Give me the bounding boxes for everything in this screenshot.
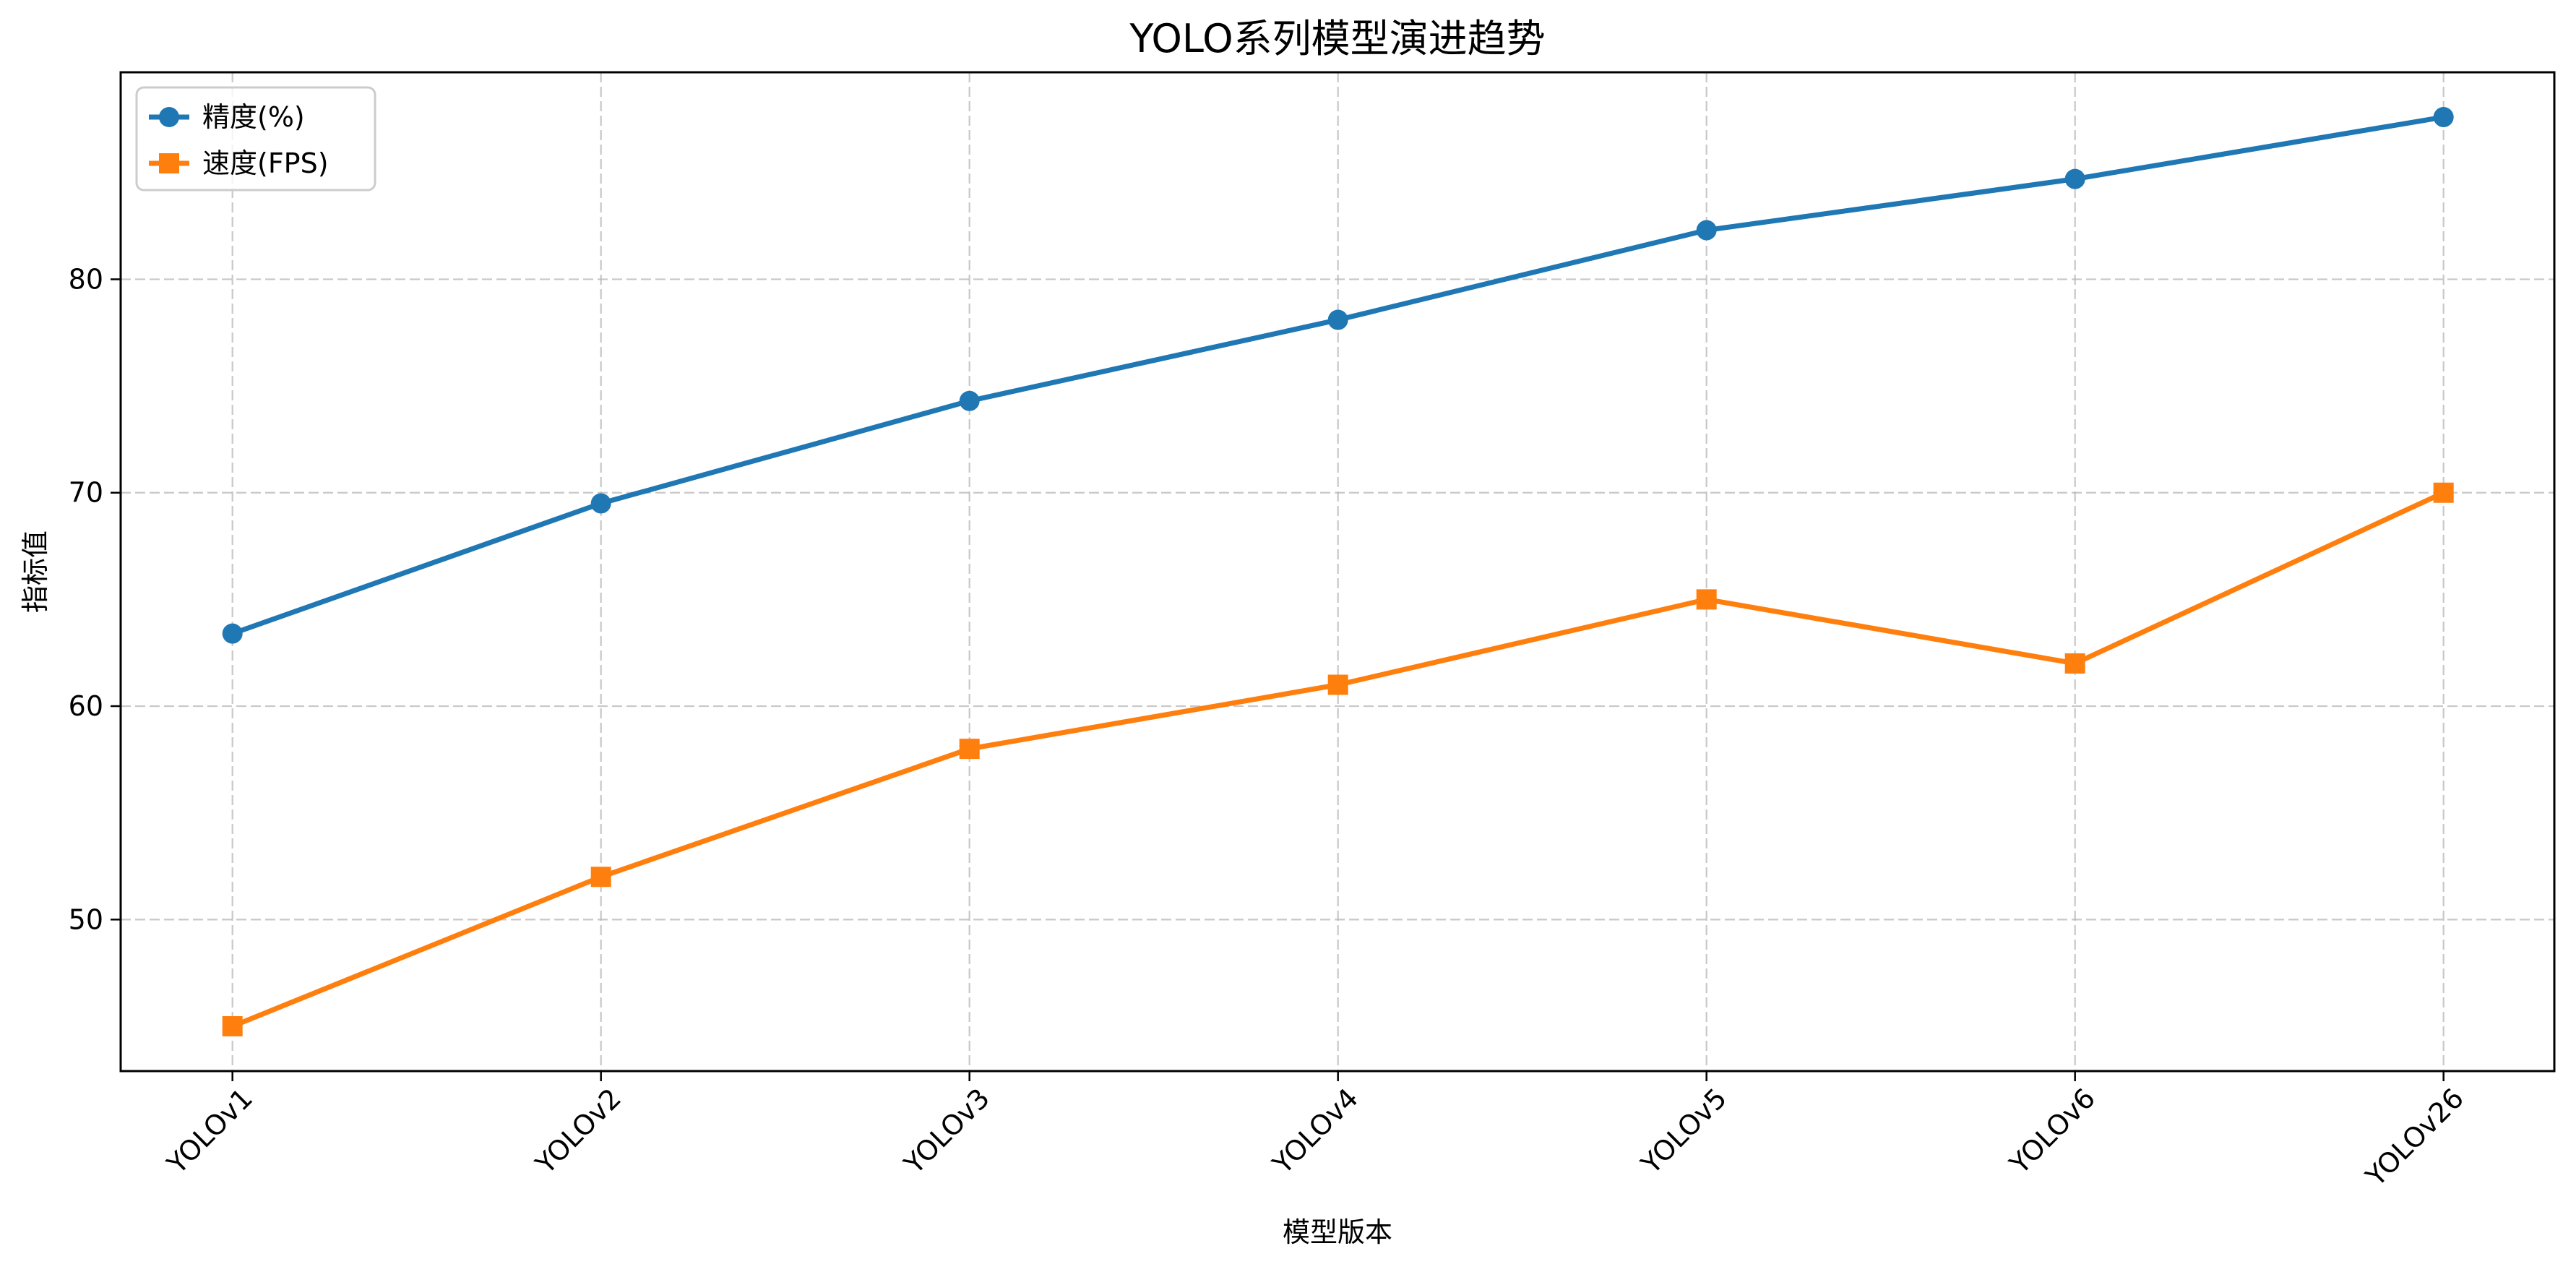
data-point-marker	[959, 390, 980, 411]
data-point-marker	[2064, 168, 2085, 189]
data-point-marker	[1696, 220, 1717, 241]
series-speed	[222, 482, 2454, 1036]
legend-square-marker-icon	[159, 153, 179, 173]
data-point-marker	[222, 1015, 243, 1036]
grid-lines	[121, 72, 2554, 1071]
legend-label: 速度(FPS)	[202, 147, 329, 179]
chart-title: YOLO系列模型演进趋势	[1129, 16, 1545, 61]
data-point-marker	[590, 867, 611, 888]
legend-label: 精度(%)	[202, 101, 305, 133]
x-axis-label: 模型版本	[1283, 1216, 1392, 1248]
data-series	[222, 107, 2454, 1036]
y-tick-label: 70	[69, 477, 103, 509]
data-point-marker	[959, 739, 980, 760]
data-point-marker	[2433, 107, 2454, 128]
y-tick-label: 80	[69, 263, 103, 295]
y-tick-label: 50	[69, 903, 103, 935]
data-point-marker	[1327, 309, 1348, 330]
data-point-marker	[222, 623, 243, 644]
data-point-marker	[2064, 653, 2085, 674]
data-point-marker	[1327, 674, 1348, 695]
data-point-marker	[590, 493, 611, 514]
legend-circle-marker-icon	[159, 107, 179, 127]
data-point-marker	[2433, 482, 2454, 503]
y-tick-label: 60	[69, 690, 103, 722]
y-axis-label: 指标值	[20, 530, 51, 613]
y-axis-ticks: 50 60 70 80	[69, 263, 121, 935]
legend-box	[135, 86, 376, 192]
legend: 精度(%) 速度(FPS)	[135, 86, 376, 192]
series-accuracy	[222, 107, 2454, 644]
data-point-marker	[1696, 589, 1717, 610]
